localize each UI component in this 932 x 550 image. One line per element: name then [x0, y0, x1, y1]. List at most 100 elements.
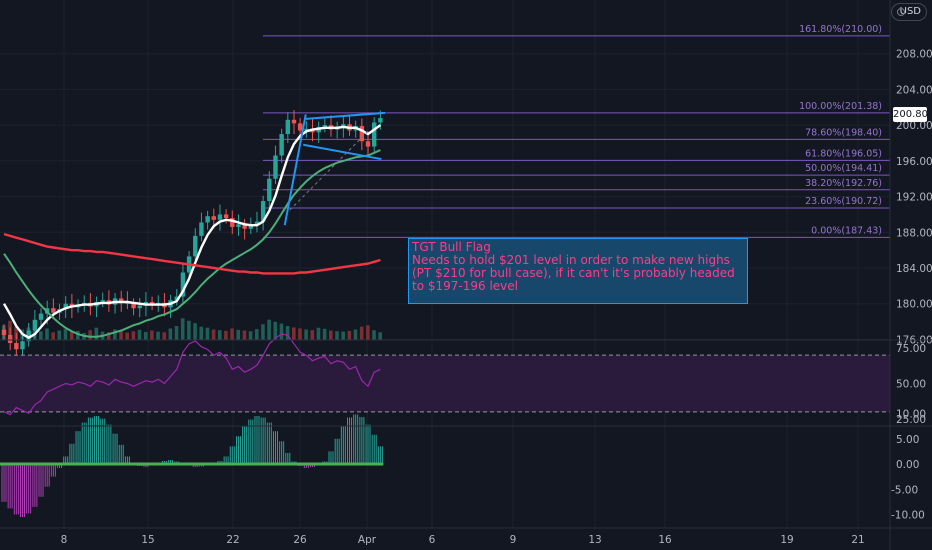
volume-bar: [180, 318, 185, 340]
volume-bar: [156, 331, 160, 340]
flag-lower-line: [303, 143, 382, 161]
volume-bar: [137, 329, 142, 340]
moving-averages: [2, 124, 382, 340]
candle-body: [26, 330, 31, 342]
volume-bar: [372, 330, 376, 340]
currency-label: USD: [899, 6, 921, 17]
volume-bar: [88, 330, 92, 340]
volume-bar: [291, 327, 296, 340]
volume-bar: [310, 330, 315, 340]
oscillator-tick-label: -5.00: [891, 484, 918, 496]
price-axis[interactable]: 176.00180.00184.00188.00192.00196.00200.…: [891, 49, 932, 522]
volume-bar: [378, 332, 382, 340]
volume-bar: [359, 326, 364, 340]
candle-body: [205, 216, 210, 223]
fib-level-label: 61.80%(196.05): [805, 148, 882, 159]
volume-bar: [316, 327, 321, 340]
volume-bar: [174, 326, 179, 340]
volume-bar: [236, 329, 241, 340]
price-tick-label: 188.00: [896, 227, 932, 239]
fib-level-label: 161.80%(210.00): [799, 24, 882, 35]
fib-level-label: 38.20%(192.76): [805, 178, 882, 189]
volume-bar: [143, 331, 148, 340]
time-tick-label: 16: [658, 534, 672, 546]
volume-bar: [51, 332, 55, 340]
note-title: TGT Bull Flag: [412, 240, 491, 254]
volume-bar: [217, 330, 222, 340]
candle-body: [341, 124, 346, 127]
candle-body: [254, 221, 260, 226]
price-tick-label: 200.00: [896, 120, 932, 132]
text-note[interactable]: TGT Bull Flag Needs to hold $201 level i…: [408, 238, 748, 304]
oscillator-tick-label: 10.00: [896, 409, 926, 421]
candle-body: [119, 298, 124, 302]
oscillator-panel: [0, 414, 384, 518]
volume-bar: [211, 329, 216, 340]
volume-bar: [45, 328, 49, 340]
volume-bar: [298, 328, 302, 340]
volume-bar: [94, 327, 99, 340]
time-tick-label: 8: [61, 534, 68, 546]
candle-body: [38, 313, 44, 320]
fib-level-label: 50.00%(194.41): [805, 163, 882, 174]
candle-body: [149, 301, 155, 305]
fib-retracement[interactable]: 161.80%(210.00) 100.00%(201.38) 78.60%(198…: [263, 24, 890, 238]
volume-bars: [2, 318, 382, 340]
note-body: Needs to hold $201 level in order to mak…: [412, 253, 739, 293]
rsi-panel: [0, 333, 890, 416]
time-tick-label: 9: [510, 534, 517, 546]
time-tick-label: 26: [293, 534, 307, 546]
candle-body: [20, 341, 25, 350]
time-axis[interactable]: 8 15 22 26 Apr 6 9 13 16 19 21: [61, 534, 865, 546]
candle-body: [223, 214, 229, 219]
volume-bar: [39, 331, 43, 340]
candle-body: [51, 308, 56, 313]
volume-bar: [248, 331, 253, 340]
ma-mid-line: [3, 149, 381, 338]
candle-body: [193, 235, 198, 257]
currency-selector[interactable]: USD: [891, 3, 927, 21]
candle-body: [14, 343, 19, 350]
fib-level-label: 0.00%(187.43): [811, 225, 882, 236]
price-tick-label: 196.00: [896, 156, 932, 168]
volume-bar: [304, 329, 308, 340]
fib-level-label: 23.60%(190.72): [805, 196, 882, 207]
volume-bar: [224, 330, 228, 340]
time-tick-label: 6: [429, 534, 436, 546]
volume-bar: [347, 330, 352, 340]
price-tick-label: 192.00: [896, 192, 932, 204]
bull-flag-drawing[interactable]: [283, 111, 386, 226]
candle-body: [131, 303, 136, 309]
candle-body: [372, 122, 377, 147]
volume-bar: [168, 328, 173, 340]
volume-bar: [193, 323, 197, 340]
fib-level-label: 100.00%(201.38): [799, 101, 882, 112]
flag-dashed-line: [289, 129, 370, 211]
volume-bar: [230, 328, 234, 340]
price-tick-label: 204.00: [896, 84, 932, 96]
volume-bar: [205, 327, 210, 340]
candle-body: [7, 334, 13, 344]
currency-icon: [897, 8, 905, 16]
oscillator-tick-label: 5.00: [896, 434, 919, 446]
last-price-tag: 200.80: [893, 107, 928, 122]
rsi-line: [3, 333, 381, 416]
candle-body: [242, 224, 247, 229]
candle-body: [32, 319, 38, 331]
volume-bar: [199, 326, 204, 340]
candle-body: [304, 128, 309, 131]
time-tick-label: 13: [588, 534, 601, 546]
oscillator-tick-label: 0.00: [896, 459, 919, 471]
ma-slow-line: [3, 232, 381, 275]
candle-body: [359, 126, 365, 142]
volume-bar: [76, 330, 80, 340]
volume-bar: [341, 331, 345, 340]
volume-bar: [353, 329, 358, 340]
candle-body: [180, 272, 186, 297]
flag-pole-line: [283, 114, 307, 226]
rsi-tick-label: 50.00: [896, 379, 926, 391]
volume-bar: [131, 331, 136, 340]
volume-bar: [63, 329, 68, 340]
